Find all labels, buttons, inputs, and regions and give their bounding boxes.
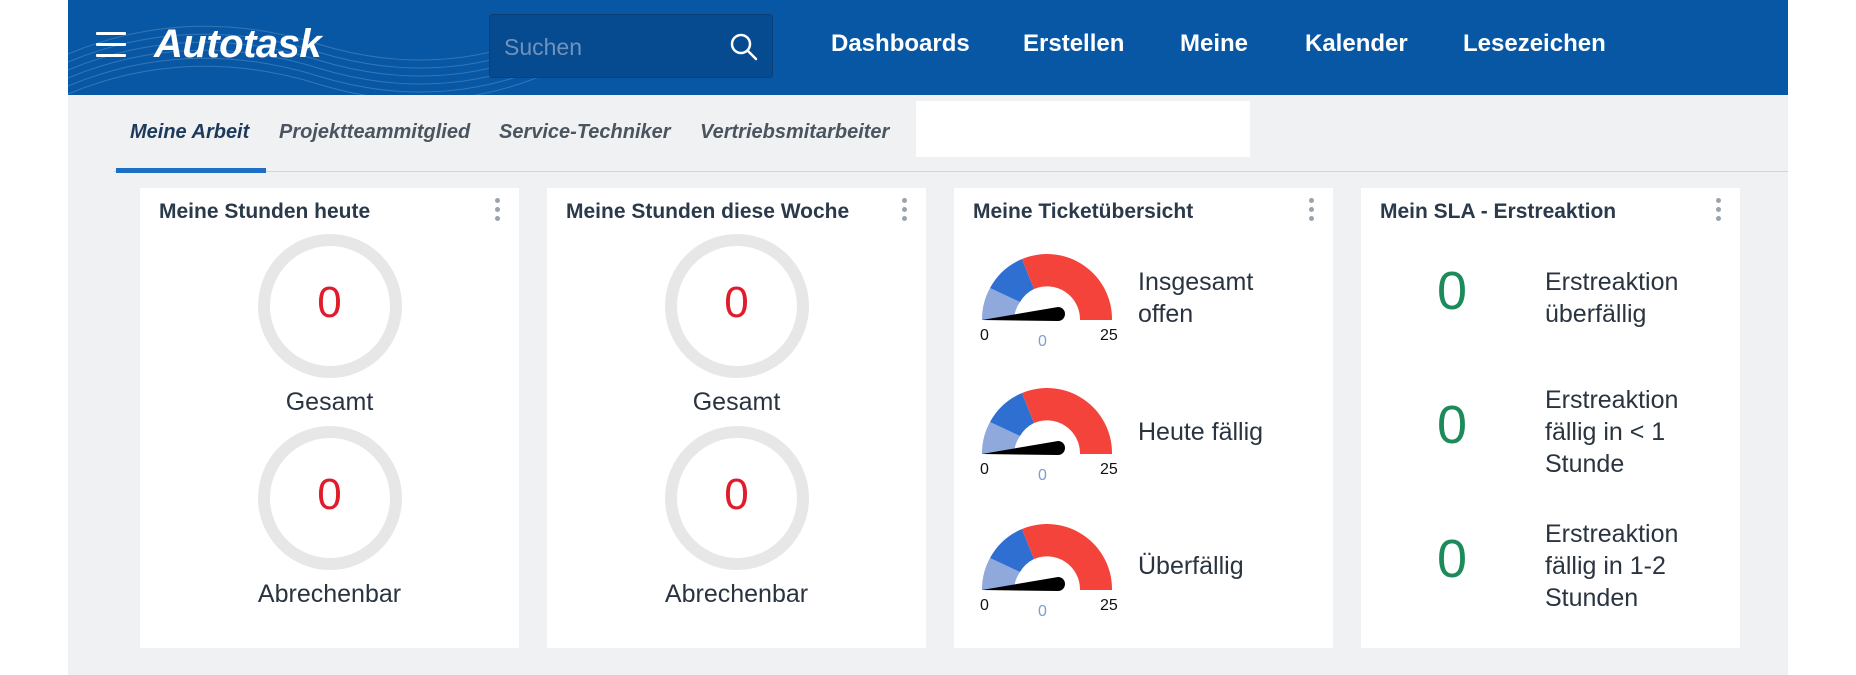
widget-title: Meine Stunden diese Woche: [566, 200, 850, 223]
search-input[interactable]: [502, 29, 726, 65]
gauge-max-label: 25: [1100, 461, 1118, 478]
gauge-due-today: 0 0 25: [980, 387, 1118, 484]
gauge-max-label: 25: [1100, 327, 1118, 344]
kebab-icon[interactable]: [1714, 198, 1722, 226]
nav-meine[interactable]: Meine: [1180, 30, 1249, 57]
active-tab-indicator: [116, 168, 266, 173]
search-box[interactable]: [489, 14, 773, 78]
total-hours-value: 0: [724, 278, 749, 327]
gauge-label-overdue: Überfällig: [1138, 552, 1244, 580]
hamburger-icon[interactable]: [96, 32, 126, 58]
sla-due-under-1h-count[interactable]: 0: [1437, 395, 1468, 455]
gauge-value-label: 0: [1038, 467, 1047, 484]
kebab-icon[interactable]: [1307, 198, 1315, 226]
sla-overdue-count[interactable]: 0: [1437, 261, 1468, 321]
kebab-icon[interactable]: [493, 198, 501, 226]
widget-hours-today: Meine Stunden heute 0 Gesamt 0 Abrechenb…: [140, 188, 519, 648]
billable-hours-value: 0: [724, 470, 749, 519]
kebab-icon[interactable]: [900, 198, 908, 226]
nav-lesezeichen[interactable]: Lesezeichen: [1463, 30, 1606, 57]
search-icon[interactable]: [726, 29, 762, 65]
gauge-label-due-today: Heute fällig: [1138, 418, 1264, 446]
tab-vertriebsmitarbeiter[interactable]: Vertriebsmitarbeiter: [700, 121, 890, 143]
gauge-overdue: 0 0 25: [980, 523, 1118, 620]
sla-due-under-1h-label: Erstreaktion fällig in < 1 Stunde: [1545, 386, 1679, 478]
gauge-min-label: 0: [980, 461, 989, 478]
gauge-label-open-total: Insgesamt offen: [1138, 268, 1254, 328]
gauge-open-total: 0 0 25: [980, 253, 1118, 350]
sla-due-1-2h-count[interactable]: 0: [1437, 529, 1468, 589]
widget-sla-first-response: Mein SLA - Erstreaktion 0 Erstreaktion ü…: [1361, 188, 1740, 648]
sla-overdue-label: Erstreaktion überfällig: [1545, 268, 1679, 328]
widget-title: Meine Ticketübersicht: [973, 200, 1194, 223]
app: Autotask Dashboards Erstellen Meine Kale…: [68, 0, 1788, 675]
tab-divider: [114, 171, 1788, 172]
gauge-max-label: 25: [1100, 597, 1118, 614]
gauge-min-label: 0: [980, 327, 989, 344]
top-navigation-bar: Autotask Dashboards Erstellen Meine Kale…: [68, 0, 1788, 95]
nav-kalender[interactable]: Kalender: [1305, 30, 1408, 57]
widget-title: Mein SLA - Erstreaktion: [1380, 200, 1617, 223]
total-label: Gesamt: [285, 388, 374, 416]
nav-erstellen[interactable]: Erstellen: [1023, 30, 1125, 57]
widget-hours-week: Meine Stunden diese Woche 0 Gesamt 0 Abr…: [547, 188, 926, 648]
widget-title: Meine Stunden heute: [159, 200, 371, 223]
tab-service-techniker[interactable]: Service-Techniker: [499, 121, 671, 143]
widget-ticket-overview: Meine Ticketübersicht 0 0 25 Insgesamt o…: [954, 188, 1333, 648]
sla-due-1-2h-label: Erstreaktion fällig in 1-2 Stunden: [1545, 520, 1679, 612]
tab-meine-arbeit[interactable]: Meine Arbeit: [130, 121, 250, 143]
total-label: Gesamt: [692, 388, 781, 416]
dashboard-tabs: Meine Arbeit Projektteammitglied Service…: [68, 95, 1788, 173]
gauge-value-label: 0: [1038, 603, 1047, 620]
autotask-logo[interactable]: Autotask: [154, 22, 322, 66]
tab-blank-area: [916, 101, 1250, 157]
billable-hours-value: 0: [317, 470, 342, 519]
nav-dashboards[interactable]: Dashboards: [831, 30, 970, 57]
tab-projektteammitglied[interactable]: Projektteammitglied: [279, 121, 471, 143]
gauge-min-label: 0: [980, 597, 989, 614]
billable-label: Abrechenbar: [664, 580, 809, 608]
total-hours-value: 0: [317, 278, 342, 327]
billable-label: Abrechenbar: [257, 580, 402, 608]
gauge-value-label: 0: [1038, 333, 1047, 350]
